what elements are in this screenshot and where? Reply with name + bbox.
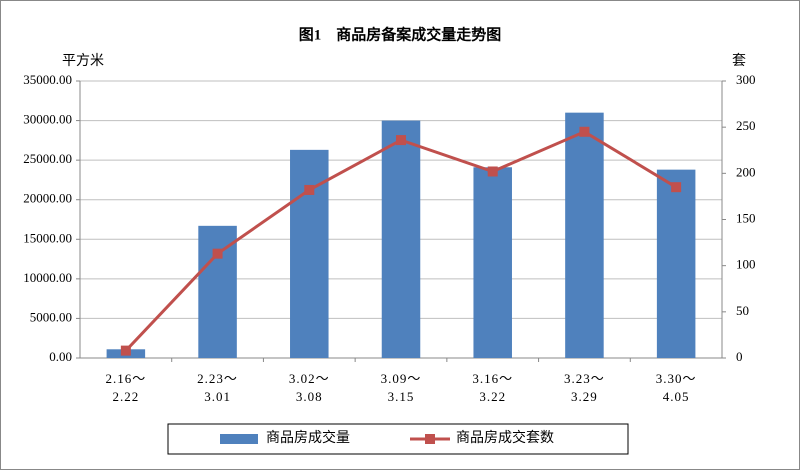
x-tick-label: 3.16～ 3.22 bbox=[472, 371, 514, 404]
x-tick-label: 3.30～ 4.05 bbox=[655, 371, 697, 404]
bar bbox=[198, 225, 237, 358]
y2-tick-label: 50 bbox=[736, 303, 749, 318]
line-marker bbox=[120, 345, 131, 356]
y-tick-label: 10000.00 bbox=[23, 270, 72, 285]
bar bbox=[381, 120, 421, 358]
y2-tick-label: 250 bbox=[736, 118, 756, 133]
line-marker bbox=[396, 135, 406, 146]
x-tick-label: 2.16～ 2.22 bbox=[105, 371, 147, 404]
bar bbox=[565, 112, 604, 359]
y2-tick-label: 150 bbox=[736, 210, 756, 225]
legend-box bbox=[167, 423, 629, 455]
y2-tick-label: 0 bbox=[736, 349, 743, 364]
line-marker bbox=[487, 166, 498, 177]
y-tick-label: 35000.00 bbox=[23, 72, 72, 87]
y-tick-label: 30000.00 bbox=[23, 112, 72, 127]
y2-tick-label: 300 bbox=[736, 72, 756, 87]
y2-axis-label: 套 bbox=[732, 53, 746, 69]
y-tick-label: 15000.00 bbox=[23, 230, 72, 245]
y2-tick-label: 200 bbox=[736, 164, 756, 179]
line-marker bbox=[212, 248, 223, 259]
line-marker bbox=[304, 184, 315, 195]
y2-tick-label: 100 bbox=[736, 257, 756, 272]
legend-label: 商品房成交量 bbox=[266, 429, 350, 446]
x-tick-label: 3.23～ 3.29 bbox=[564, 371, 605, 404]
x-tick-label: 3.02～ 3.08 bbox=[288, 371, 330, 404]
x-tick-label: 2.23～ 3.01 bbox=[197, 371, 238, 404]
y-axis-label: 平方米 bbox=[62, 53, 104, 69]
y-tick-label: 5000.00 bbox=[30, 309, 72, 324]
line-marker bbox=[579, 126, 590, 137]
y-tick-label: 0.00 bbox=[49, 349, 72, 364]
y-tick-label: 25000.00 bbox=[23, 151, 72, 166]
legend-swatch bbox=[220, 434, 258, 444]
line-marker bbox=[671, 182, 682, 193]
legend-swatch bbox=[425, 434, 435, 444]
bar bbox=[656, 169, 696, 358]
legend-label: 商品房成交套数 bbox=[456, 429, 554, 446]
y-tick-label: 20000.00 bbox=[23, 191, 72, 206]
bar bbox=[473, 167, 512, 358]
x-tick-label: 3.09～ 3.15 bbox=[380, 371, 422, 404]
chart-title: 图1 商品房备案成交量走势图 bbox=[299, 25, 502, 43]
